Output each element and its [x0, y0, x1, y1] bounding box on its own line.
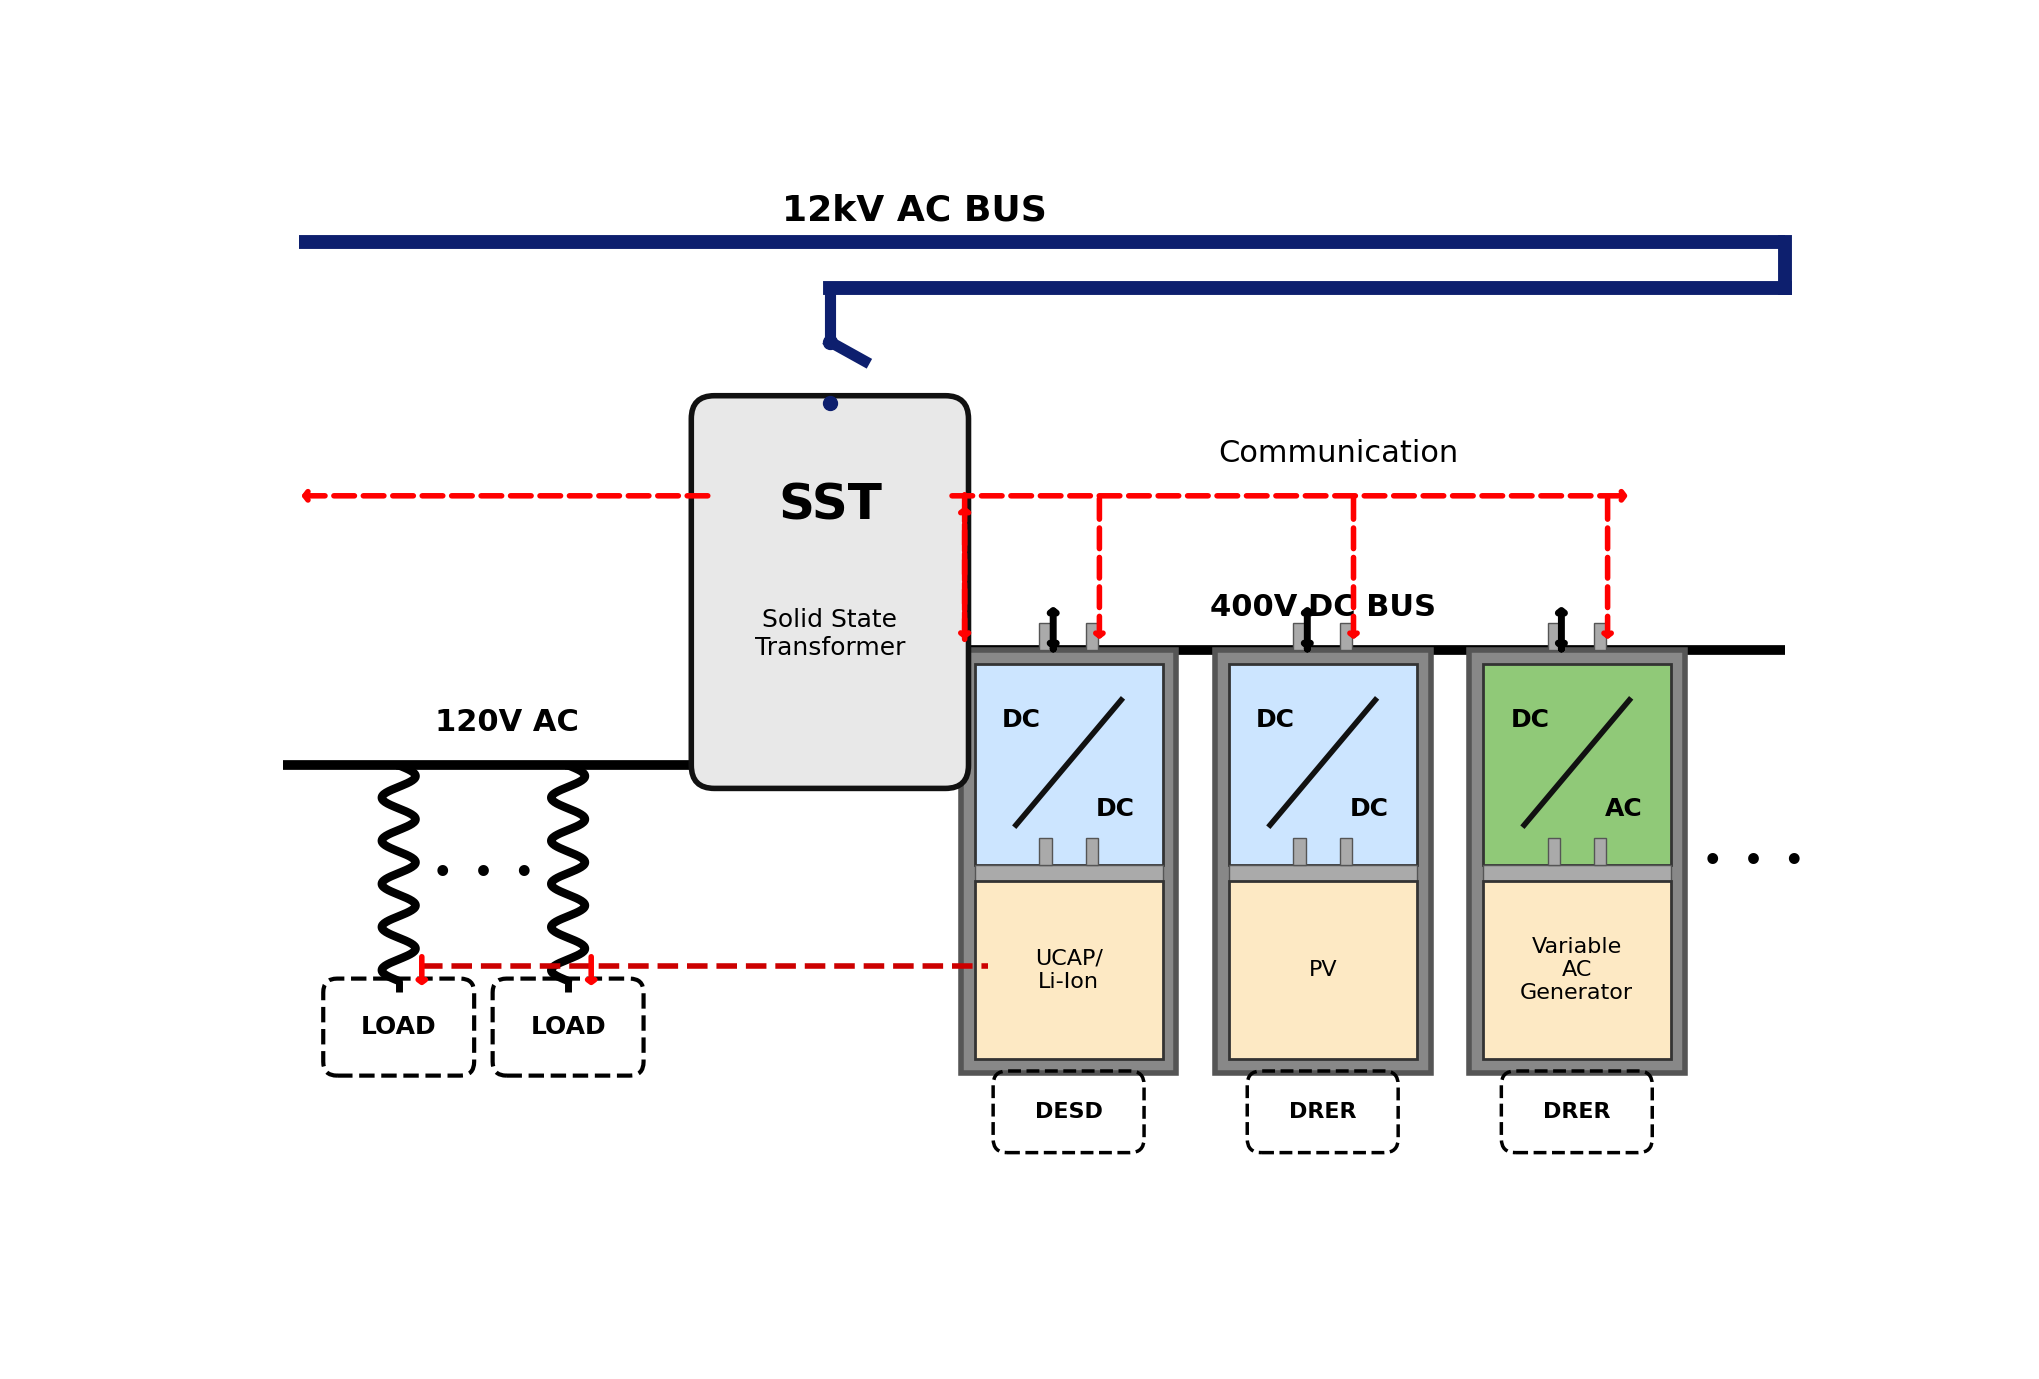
Text: •  •  •: • • •: [432, 859, 534, 888]
Bar: [1215, 650, 1429, 1073]
Bar: [1227, 881, 1415, 1059]
Bar: [1482, 881, 1670, 1059]
Text: DESD: DESD: [1034, 1102, 1101, 1121]
Bar: [1340, 623, 1352, 650]
Text: DC: DC: [1509, 709, 1548, 732]
Text: 12kV AC BUS: 12kV AC BUS: [781, 194, 1046, 228]
Bar: [1293, 623, 1305, 650]
Text: •  •  •: • • •: [1703, 847, 1805, 876]
Text: DC: DC: [1350, 797, 1389, 821]
Bar: [975, 663, 1162, 866]
Text: SST: SST: [777, 481, 881, 530]
Bar: [1548, 623, 1560, 650]
Text: 400V DC BUS: 400V DC BUS: [1209, 593, 1435, 622]
Text: 120V AC: 120V AC: [434, 709, 579, 738]
Text: DC: DC: [1256, 709, 1295, 732]
Text: Communication: Communication: [1217, 439, 1458, 467]
Bar: [1038, 623, 1052, 650]
Bar: [1227, 866, 1415, 881]
Bar: [975, 866, 1162, 881]
Bar: [1482, 866, 1670, 881]
Text: UCAP/
Li-Ion: UCAP/ Li-Ion: [1034, 949, 1101, 992]
Bar: [975, 881, 1162, 1059]
Bar: [1038, 838, 1052, 866]
Bar: [1085, 838, 1097, 866]
Bar: [1340, 838, 1352, 866]
Text: Solid State
Transformer: Solid State Transformer: [754, 608, 905, 659]
Text: Variable
AC
Generator: Variable AC Generator: [1519, 936, 1633, 1004]
Bar: [1468, 650, 1684, 1073]
Bar: [1085, 623, 1097, 650]
Bar: [1227, 663, 1415, 866]
Text: DRER: DRER: [1541, 1102, 1609, 1121]
Bar: [960, 650, 1177, 1073]
Bar: [1592, 623, 1605, 650]
Bar: [1293, 838, 1305, 866]
Bar: [1482, 663, 1670, 866]
FancyBboxPatch shape: [691, 396, 969, 789]
Text: LOAD: LOAD: [361, 1015, 436, 1040]
Bar: [1548, 838, 1560, 866]
Text: DRER: DRER: [1289, 1102, 1356, 1121]
Text: DC: DC: [1095, 797, 1134, 821]
Text: LOAD: LOAD: [530, 1015, 606, 1040]
Text: PV: PV: [1307, 960, 1336, 980]
Text: DC: DC: [1001, 709, 1040, 732]
Bar: [1592, 838, 1605, 866]
Text: AC: AC: [1605, 797, 1641, 821]
